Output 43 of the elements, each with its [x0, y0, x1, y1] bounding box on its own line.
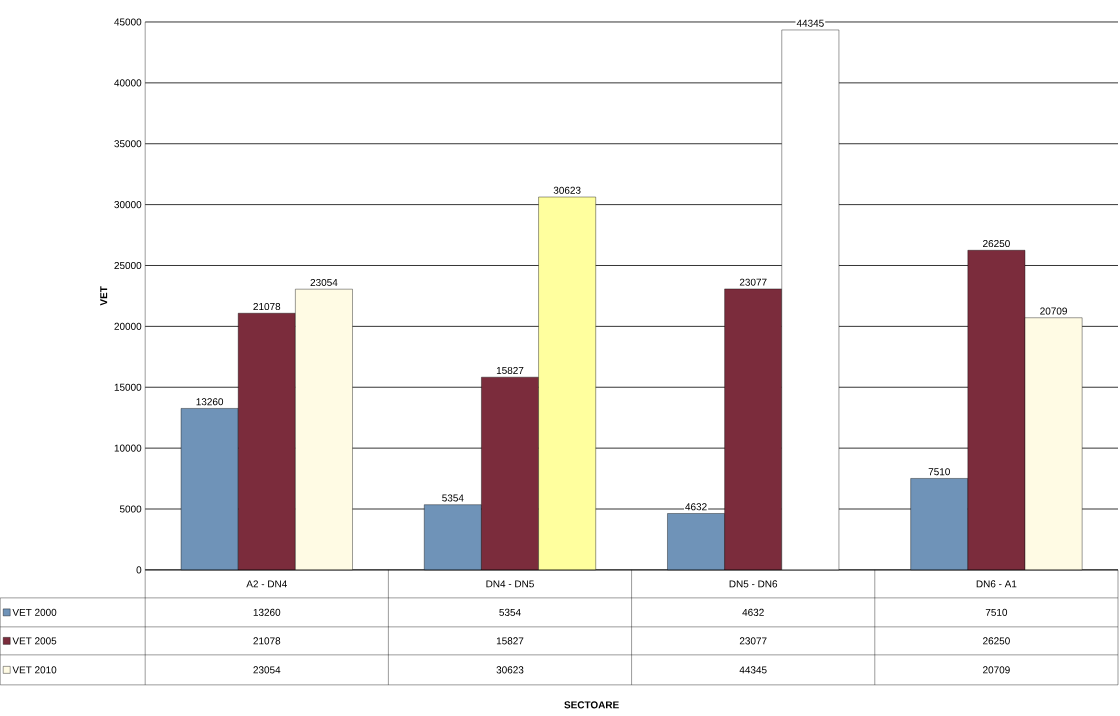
y-tick-label: 40000 [114, 79, 142, 87]
data-label: 15827 [496, 637, 524, 645]
x-tick-label: DN6 - A1 [976, 580, 1017, 588]
data-label: 20709 [983, 666, 1010, 674]
y-tick-label: 30000 [114, 201, 142, 209]
y-axis-title: VET [100, 286, 108, 306]
legend-label: VET 2005 [12, 637, 57, 645]
text: 5354 [442, 494, 464, 502]
text: 7510 [928, 468, 950, 476]
data-label: 23077 [739, 637, 767, 645]
text: 44345 [796, 19, 824, 27]
y-tick-label: 45000 [114, 18, 142, 26]
y-tick-label: 0 [136, 566, 142, 574]
text: 15827 [496, 367, 524, 375]
y-tick-label: 15000 [114, 383, 142, 391]
x-tick-label: A2 - DN4 [246, 580, 287, 588]
x-tick-label: DN5 - DN6 [729, 580, 778, 588]
data-label: 44345 [739, 666, 767, 674]
text: SECTOARE [564, 701, 619, 709]
legend-label: VET 2010 [12, 666, 57, 674]
data-label: 26250 [983, 637, 1010, 645]
y-tick-label: 5000 [119, 505, 142, 513]
y-tick-label: 10000 [114, 444, 142, 452]
text: 13260 [196, 398, 224, 406]
data-label: 23054 [253, 666, 281, 674]
text: 23054 [310, 279, 338, 287]
data-label: 7510 [985, 608, 1008, 616]
data-label: 4632 [742, 608, 764, 616]
data-label: 5354 [499, 608, 521, 616]
x-tick-label: DN4 - DN5 [486, 580, 534, 588]
y-tick-label: 35000 [114, 140, 142, 148]
text: 26250 [983, 240, 1010, 248]
data-label: 21078 [253, 637, 281, 645]
text: 30623 [553, 186, 581, 194]
y-tick-label: 25000 [114, 262, 142, 270]
text: 21078 [253, 303, 281, 311]
text: 23077 [739, 278, 767, 286]
text: 20709 [1040, 307, 1067, 315]
data-label: 13260 [253, 608, 281, 616]
legend-label: VET 2000 [12, 608, 57, 616]
data-label: 30623 [496, 666, 524, 674]
y-tick-label: 20000 [114, 322, 142, 330]
text: 4632 [685, 503, 707, 511]
